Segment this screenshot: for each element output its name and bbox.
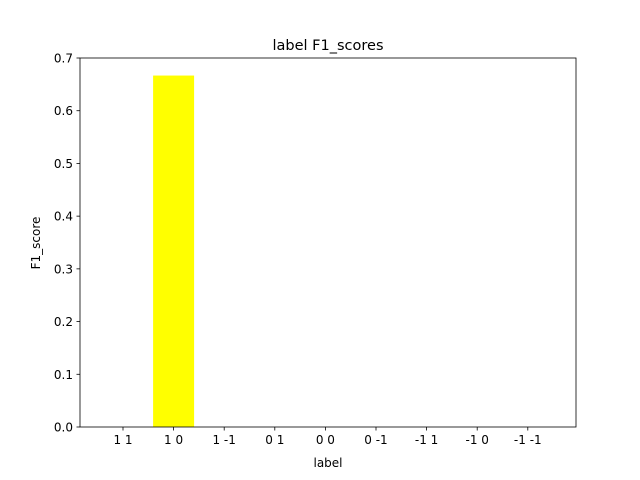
- y-tick-label-4: 0.4: [54, 210, 73, 224]
- y-tick-label-1: 0.1: [54, 368, 73, 382]
- x-tick-label-4: 0 0: [316, 433, 335, 447]
- y-tick-label-2: 0.2: [54, 315, 73, 329]
- y-tick-label-7: 0.7: [54, 52, 73, 66]
- x-axis-title: label: [313, 456, 342, 470]
- y-tick-label-6: 0.6: [54, 104, 73, 118]
- y-tick-label-3: 0.3: [54, 262, 73, 276]
- x-tick-label-1: 1 0: [164, 433, 183, 447]
- x-tick-label-3: 0 1: [265, 433, 284, 447]
- x-tick-label-6: -1 1: [415, 433, 438, 447]
- y-tick-label-0: 0.0: [54, 421, 73, 435]
- x-tick-label-2: 1 -1: [212, 433, 235, 447]
- x-axis-ticks: 1 1 1 0 1 -1 0 1 0 0 0 -1 -1 1 -1 0 -1 -1: [113, 427, 542, 447]
- x-tick-label-5: 0 -1: [364, 433, 387, 447]
- y-axis-ticks: 0.0 0.1 0.2 0.3 0.4 0.5 0.6 0.7: [54, 52, 80, 435]
- plot-area-frame: [79, 57, 577, 428]
- y-axis-title: F1_score: [29, 217, 43, 270]
- chart-title: label F1_scores: [272, 38, 383, 54]
- bar-1: [153, 75, 195, 428]
- x-tick-label-7: -1 0: [465, 433, 488, 447]
- y-tick-label-5: 0.5: [54, 157, 73, 171]
- bars-group: [153, 75, 195, 428]
- x-tick-label-0: 1 1: [113, 433, 132, 447]
- x-tick-label-8: -1 -1: [514, 433, 542, 447]
